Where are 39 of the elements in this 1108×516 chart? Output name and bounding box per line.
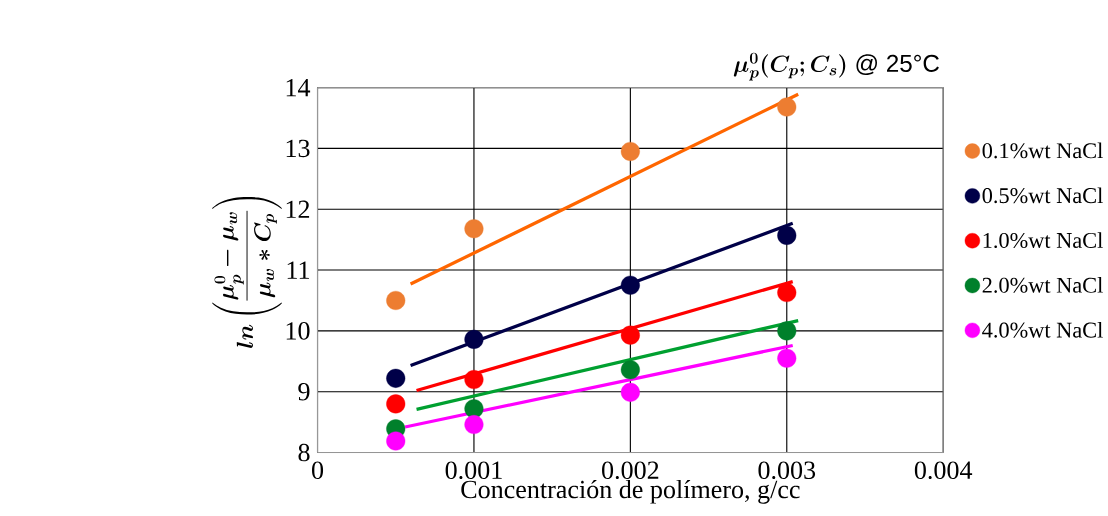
x-tick-label: 0.004 xyxy=(914,461,973,480)
legend-label: 2.0%wt NaCl xyxy=(982,277,1103,293)
y-tick-label: 12 xyxy=(286,200,310,218)
legend-label: 0.5%wt NaCl xyxy=(982,187,1103,204)
point xyxy=(620,382,640,402)
point xyxy=(620,360,640,380)
point xyxy=(386,368,406,388)
y-tick-label: 11 xyxy=(287,261,309,279)
point xyxy=(386,394,406,414)
legend-label: 0.1%wt NaCl xyxy=(982,142,1103,159)
point xyxy=(464,415,484,435)
chart-title: $\boldsymbol{\mu_p^{0}(C_p;C_s)}\ \text{@ 25°C}$ xyxy=(733,52,939,81)
point xyxy=(386,291,406,311)
legend-label: 4.0%wt NaCl xyxy=(982,322,1103,338)
point xyxy=(620,142,640,162)
point xyxy=(464,219,484,239)
y-axis-title: $\boldsymbol{ln\left(\frac{\mu_p^{0}-\mu_w}{\mu_w*C_p}\right)}$ xyxy=(212,196,282,349)
x-tick-label: 0.003 xyxy=(758,461,816,480)
point xyxy=(464,370,484,390)
y-tick-label: 9 xyxy=(298,383,310,401)
x-tick-label: 0 xyxy=(312,461,324,480)
x-axis-title: Concentración de polímero, g/cc xyxy=(461,480,800,504)
point xyxy=(777,225,797,245)
x-tick-label: 0.002 xyxy=(602,461,659,480)
point xyxy=(464,329,484,349)
point xyxy=(620,325,640,345)
point xyxy=(620,275,640,295)
point xyxy=(777,283,797,303)
point xyxy=(777,348,797,368)
x-tick-label: 0.001 xyxy=(445,461,502,480)
y-tick-label: 10 xyxy=(286,322,310,340)
point xyxy=(777,321,797,341)
point xyxy=(777,97,797,117)
point xyxy=(464,399,484,419)
legend-label: 1.0%wt NaCl xyxy=(983,232,1103,249)
point xyxy=(386,431,406,451)
y-tick-label: 14 xyxy=(286,79,311,97)
y-tick-label: 13 xyxy=(286,139,310,158)
y-tick-label: 8 xyxy=(298,443,310,462)
